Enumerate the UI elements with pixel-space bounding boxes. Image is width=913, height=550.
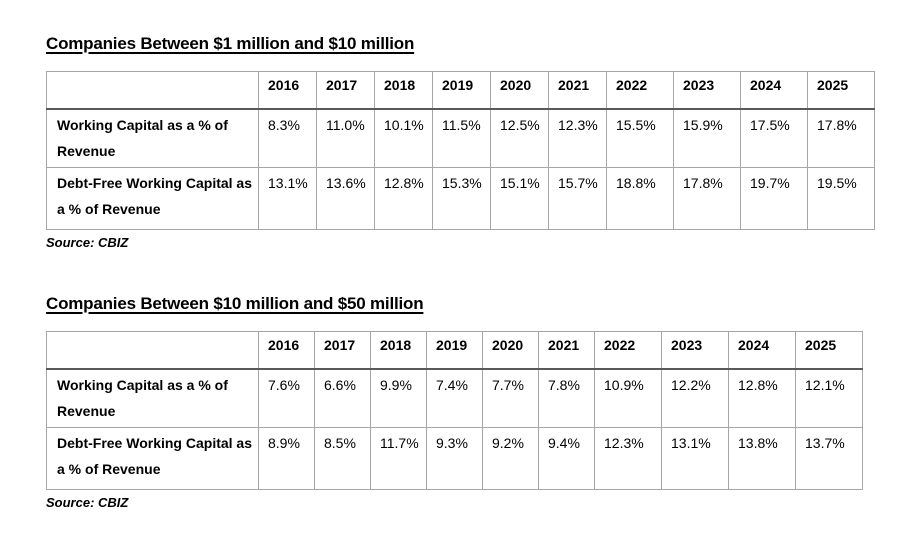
year-column-header: 2020: [482, 331, 539, 370]
value-cell: 15.3%: [432, 167, 491, 230]
table-row: Debt-Free Working Capital as a % of Reve…: [46, 427, 863, 490]
value-cell: 7.4%: [426, 368, 483, 428]
year-column-header: 2016: [258, 331, 315, 370]
value-cell: 19.7%: [740, 167, 808, 230]
table-header-row: 2016 2017 2018 2019 2020 2021 2022 2023 2024 2025: [46, 331, 863, 370]
value-cell: 12.8%: [374, 167, 433, 230]
value-cell: 12.5%: [490, 108, 549, 168]
value-cell: 9.4%: [538, 427, 595, 490]
row-label: Working Capital as a % of Revenue: [46, 108, 259, 168]
year-column-header: 2024: [728, 331, 796, 370]
value-cell: 8.3%: [258, 108, 317, 168]
year-column-header: 2023: [673, 71, 741, 110]
value-cell: 19.5%: [807, 167, 875, 230]
row-label: Debt-Free Working Capital as a % of Reve…: [46, 427, 259, 490]
value-cell: 11.0%: [316, 108, 375, 168]
value-cell: 8.9%: [258, 427, 315, 490]
value-cell: 15.5%: [606, 108, 674, 168]
year-column-header: 2018: [370, 331, 427, 370]
value-cell: 12.1%: [795, 368, 863, 428]
value-cell: 12.3%: [594, 427, 662, 490]
year-column-header: 2025: [807, 71, 875, 110]
table-header-row: 2016 2017 2018 2019 2020 2021 2022 2023 2024 2025: [46, 71, 875, 110]
value-cell: 13.7%: [795, 427, 863, 490]
value-cell: 9.2%: [482, 427, 539, 490]
value-cell: 9.9%: [370, 368, 427, 428]
working-capital-table-1m-10m: 2016 2017 2018 2019 2020 2021 2022 2023 2024 2025…: [46, 71, 875, 230]
year-column-header: 2017: [314, 331, 371, 370]
value-cell: 18.8%: [606, 167, 674, 230]
year-column-header: 2019: [432, 71, 491, 110]
year-column-header: 2024: [740, 71, 808, 110]
year-column-header: 2022: [594, 331, 662, 370]
year-column-header: 2023: [661, 331, 729, 370]
table-row: Working Capital as a % of Revenue 7.6% 6.6…: [46, 368, 863, 428]
value-cell: 12.8%: [728, 368, 796, 428]
row-label: Debt-Free Working Capital as a % of Reve…: [46, 167, 259, 230]
value-cell: 12.2%: [661, 368, 729, 428]
table-row: Working Capital as a % of Revenue 8.3% 11.…: [46, 108, 875, 168]
empty-corner-cell: [46, 71, 259, 110]
value-cell: 13.6%: [316, 167, 375, 230]
value-cell: 7.7%: [482, 368, 539, 428]
section-1m-to-10m: Companies Between $1 million and $10 mil…: [46, 34, 875, 250]
source-note: Source: CBIZ: [46, 495, 129, 510]
section-title: Companies Between $10 million and $50 mi…: [46, 294, 424, 313]
value-cell: 7.8%: [538, 368, 595, 428]
value-cell: 11.7%: [370, 427, 427, 490]
year-column-header: 2018: [374, 71, 433, 110]
year-column-header: 2019: [426, 331, 483, 370]
source-note: Source: CBIZ: [46, 235, 129, 250]
value-cell: 9.3%: [426, 427, 483, 490]
year-column-header: 2016: [258, 71, 317, 110]
value-cell: 13.8%: [728, 427, 796, 490]
section-10m-to-50m: Companies Between $10 million and $50 mi…: [46, 294, 875, 510]
value-cell: 15.1%: [490, 167, 549, 230]
value-cell: 6.6%: [314, 368, 371, 428]
value-cell: 12.3%: [548, 108, 607, 168]
value-cell: 10.9%: [594, 368, 662, 428]
year-column-header: 2025: [795, 331, 863, 370]
table-row: Debt-Free Working Capital as a % of Reve…: [46, 167, 875, 230]
row-label: Working Capital as a % of Revenue: [46, 368, 259, 428]
year-column-header: 2021: [538, 331, 595, 370]
value-cell: 17.8%: [807, 108, 875, 168]
value-cell: 17.5%: [740, 108, 808, 168]
year-column-header: 2021: [548, 71, 607, 110]
value-cell: 10.1%: [374, 108, 433, 168]
year-column-header: 2020: [490, 71, 549, 110]
empty-corner-cell: [46, 331, 259, 370]
value-cell: 15.9%: [673, 108, 741, 168]
working-capital-table-10m-50m: 2016 2017 2018 2019 2020 2021 2022 2023 2024 2025…: [46, 331, 863, 490]
value-cell: 13.1%: [661, 427, 729, 490]
value-cell: 17.8%: [673, 167, 741, 230]
value-cell: 7.6%: [258, 368, 315, 428]
section-title: Companies Between $1 million and $10 mil…: [46, 34, 415, 53]
year-column-header: 2017: [316, 71, 375, 110]
value-cell: 13.1%: [258, 167, 317, 230]
value-cell: 8.5%: [314, 427, 371, 490]
year-column-header: 2022: [606, 71, 674, 110]
value-cell: 15.7%: [548, 167, 607, 230]
value-cell: 11.5%: [432, 108, 491, 168]
